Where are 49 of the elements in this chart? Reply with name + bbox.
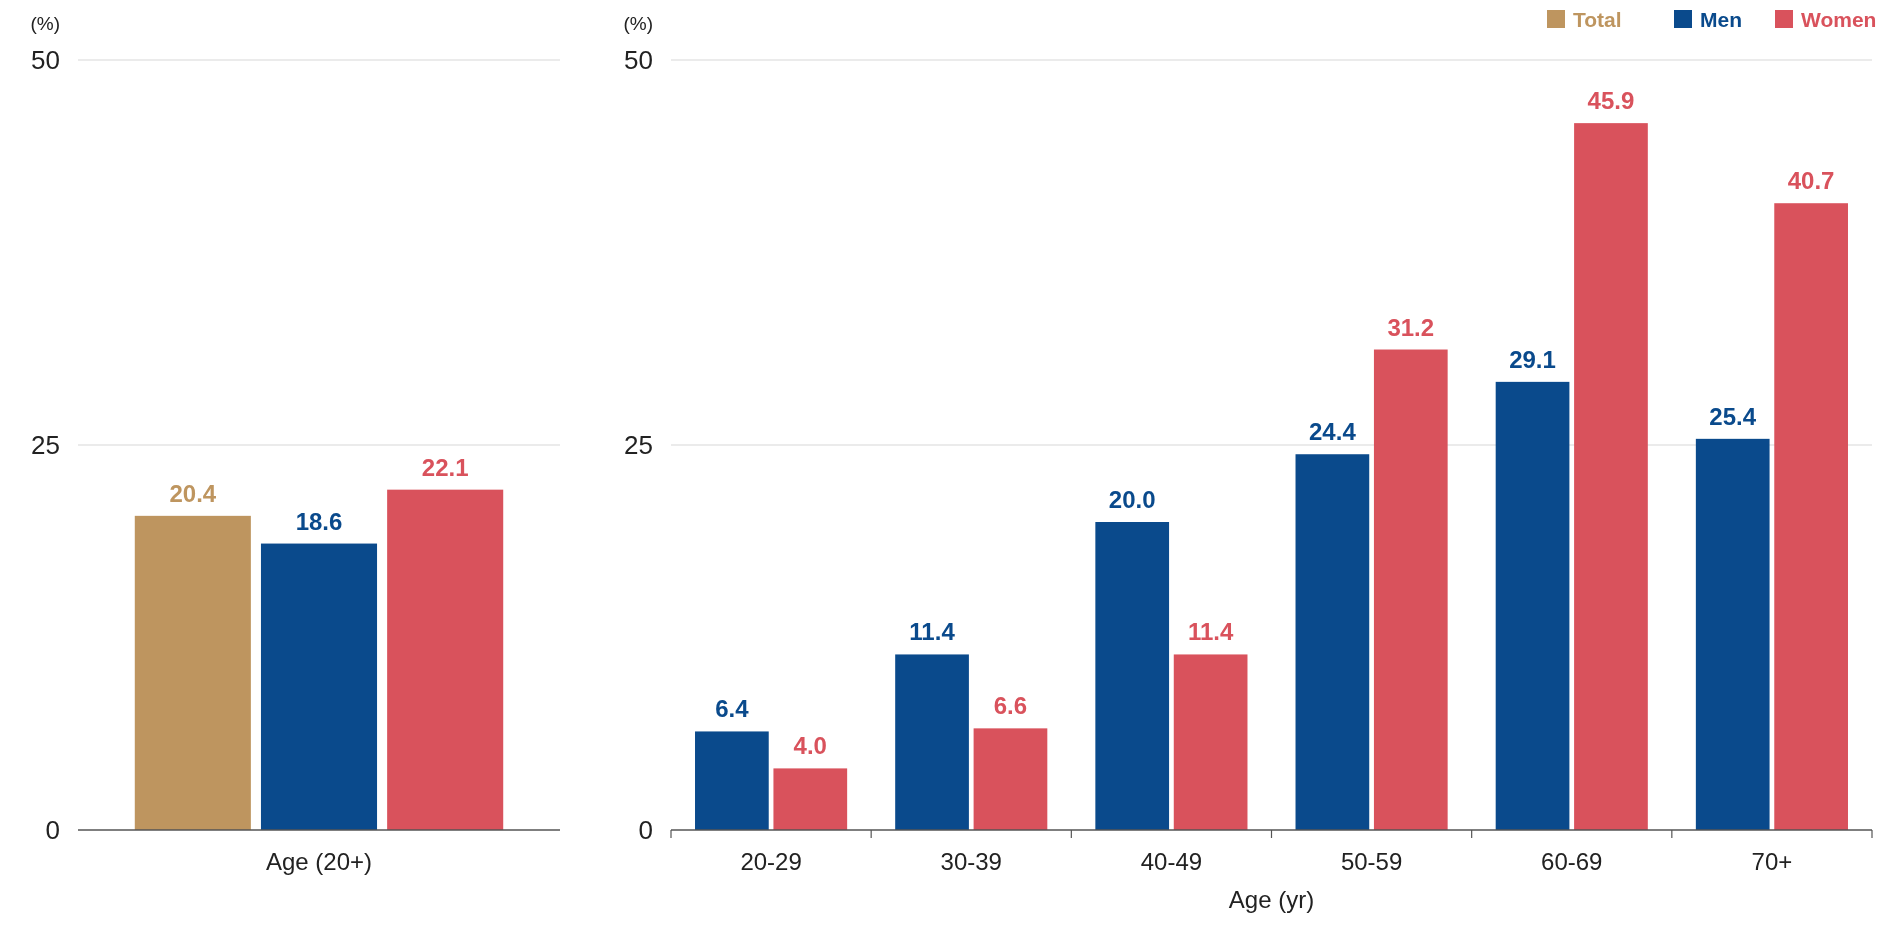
x-tick-label: 50-59 [1340, 848, 1403, 875]
bar [1295, 454, 1370, 830]
bar [1095, 522, 1170, 830]
data-label: 40.7 [1787, 167, 1835, 195]
y-tick-label: 50 [624, 45, 653, 76]
x-tick-label: Age (20+) [265, 848, 373, 875]
data-label: 45.9 [1587, 87, 1635, 115]
bar [973, 728, 1048, 830]
bar [260, 543, 378, 830]
bar [895, 654, 969, 830]
x-axis-title: Age (yr) [1228, 886, 1315, 913]
legend-label: Total [1573, 8, 1622, 31]
x-tick-label: 60-69 [1541, 848, 1603, 875]
data-label: 22.1 [421, 453, 469, 481]
data-label: 11.4 [909, 618, 956, 646]
data-label: 6.6 [993, 692, 1028, 720]
legend-label: Women [1801, 8, 1877, 31]
bar [1695, 438, 1770, 830]
y-tick-label: 25 [31, 430, 60, 461]
bar [695, 731, 769, 830]
y-tick-label: 0 [45, 815, 60, 846]
data-label: 20.0 [1108, 486, 1156, 513]
bar [1373, 349, 1448, 830]
x-tick-label: 40-49 [1140, 848, 1203, 875]
bar [773, 768, 848, 830]
x-tick-label: 20-29 [740, 848, 802, 875]
data-label: 24.4 [1309, 418, 1357, 446]
bar [134, 515, 251, 830]
bar [1774, 203, 1848, 830]
data-label: 29.1 [1509, 345, 1556, 373]
data-label: 11.4 [1187, 618, 1234, 646]
bar [1495, 381, 1570, 830]
data-label: 31.2 [1387, 313, 1435, 341]
x-tick-label: 30-39 [940, 848, 1002, 875]
y-tick-label: 25 [624, 430, 653, 461]
y-tick-label: 0 [638, 815, 653, 846]
data-label: 20.4 [169, 479, 217, 507]
bar [1574, 123, 1648, 830]
legend-label: Men [1700, 8, 1742, 31]
data-label: 18.6 [295, 507, 343, 535]
y-axis-title: (%) [30, 13, 60, 34]
data-label: 6.4 [715, 695, 750, 723]
data-label: 4.0 [793, 732, 827, 760]
x-tick-label: 70+ [1751, 848, 1793, 875]
data-label: 25.4 [1709, 402, 1757, 430]
y-axis-title: (%) [623, 13, 653, 34]
bar [387, 489, 504, 830]
bar [1173, 654, 1248, 830]
y-tick-label: 50 [31, 45, 60, 76]
